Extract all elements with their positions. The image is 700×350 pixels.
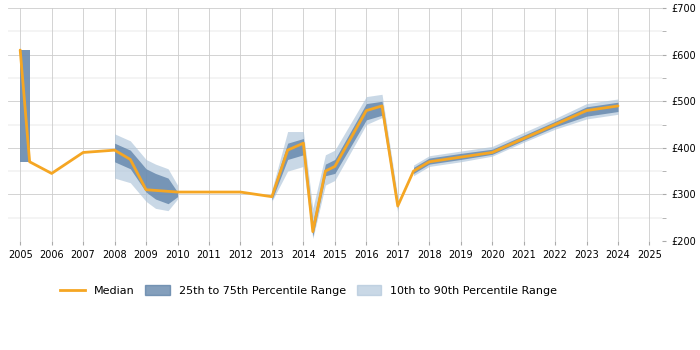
Legend: Median, 25th to 75th Percentile Range, 10th to 90th Percentile Range: Median, 25th to 75th Percentile Range, 1… — [56, 281, 561, 301]
